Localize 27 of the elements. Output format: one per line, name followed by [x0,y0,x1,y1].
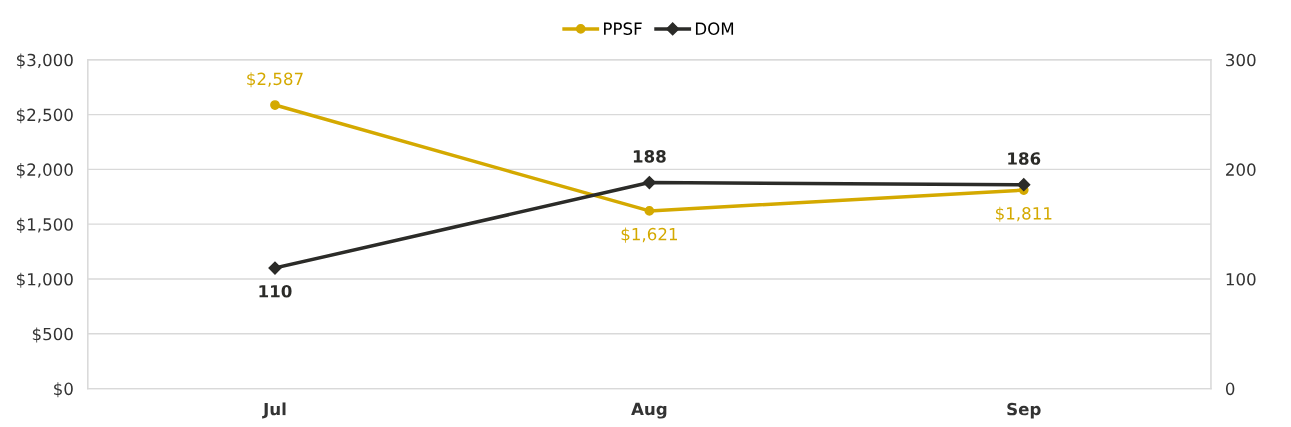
y-tick-label: $1,000 [16,272,73,288]
legend-label: PPSF [604,22,642,35]
data-label: 186 [1008,152,1041,165]
y-tick-label: $3,000 [16,53,73,69]
legend-label: DOM [695,22,734,35]
data-label: 188 [633,150,666,163]
y2-tick-label: 200 [1226,163,1256,176]
y2-tick-label: 300 [1226,53,1256,67]
y2-tick-label: 100 [1226,272,1256,286]
x-tick-label: Aug [631,402,667,419]
data-label: 110 [259,284,292,298]
data-label: $2,587 [247,72,303,88]
x-tick-label: Jul [262,402,286,419]
y-tick-label: $2,000 [16,163,73,179]
y-tick-label: $1,500 [16,217,73,233]
point [1017,178,1031,192]
y2-tick-label: 0 [1225,382,1235,396]
y-tick-label: $2,500 [16,108,73,124]
y-tick-label: $500 [32,327,73,343]
point [642,175,656,190]
point [268,261,282,275]
point [270,100,280,110]
x-tick-label: Sep [1007,402,1041,419]
point [644,206,655,216]
data-label: $1,621 [621,227,677,243]
data-label: $1,811 [995,206,1052,222]
y-tick-label: $0 [54,382,73,398]
